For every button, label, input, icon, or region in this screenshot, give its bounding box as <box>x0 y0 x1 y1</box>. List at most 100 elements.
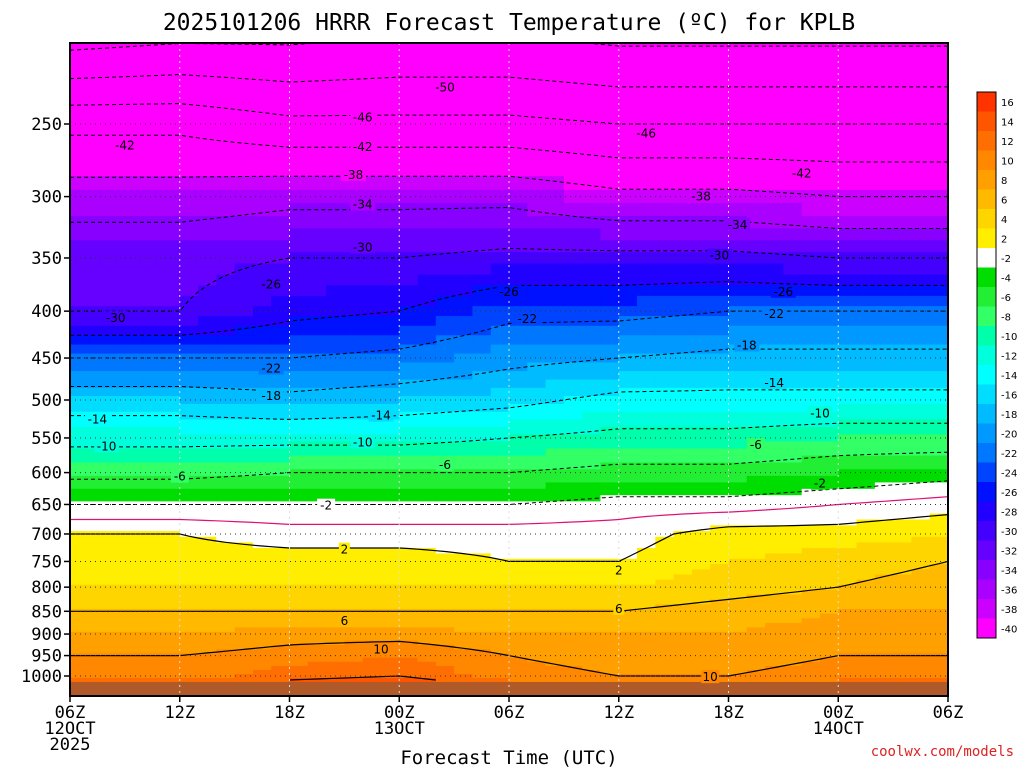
heat-cell <box>179 589 199 596</box>
heat-cell <box>326 426 345 435</box>
heat-cell <box>454 507 474 515</box>
heat-cell <box>618 379 638 389</box>
heat-cell <box>545 569 565 576</box>
heat-cell <box>856 495 876 502</box>
heat-cell <box>252 657 272 663</box>
heat-cell <box>216 203 236 217</box>
heat-cell <box>929 228 948 242</box>
heat-cell <box>70 161 89 177</box>
contour-label-bg <box>701 670 720 684</box>
heat-cell <box>380 215 400 230</box>
heat-cell <box>838 584 858 591</box>
heat-cell <box>143 644 163 650</box>
heat-cell <box>399 371 419 381</box>
heat-cell <box>307 589 327 596</box>
heat-cell <box>563 542 583 549</box>
heat-cell <box>618 677 638 683</box>
heat-cell <box>179 228 199 242</box>
heat-cell <box>88 604 108 610</box>
heat-cell <box>307 411 327 421</box>
heat-cell <box>655 558 675 565</box>
heat-cell <box>893 547 913 554</box>
heat-cell <box>252 335 272 346</box>
heat-cell <box>472 569 492 576</box>
heat-cell <box>344 495 364 502</box>
heat-cell <box>856 553 876 560</box>
heat-cell <box>819 599 839 605</box>
heat-cell <box>838 613 858 619</box>
heat-cell <box>582 189 602 204</box>
heat-cell <box>289 285 309 297</box>
heat-cell <box>838 553 858 560</box>
heat-cell <box>216 455 236 464</box>
heat-cell <box>911 240 931 253</box>
heat-cell <box>307 215 327 230</box>
heat-cell <box>691 228 711 242</box>
heat-cell <box>746 411 766 421</box>
contour-label-bg <box>761 375 787 389</box>
heat-cell <box>124 631 144 637</box>
heat-cell <box>746 599 766 605</box>
heat-cell <box>326 589 345 596</box>
heat-cell <box>307 558 327 565</box>
heat-cell <box>472 176 492 191</box>
heat-cell <box>344 325 364 336</box>
heat-cell <box>728 240 748 253</box>
heat-cell <box>252 131 272 148</box>
heat-cell <box>454 665 474 671</box>
heat-cell <box>161 519 181 526</box>
heat-cell <box>362 631 382 637</box>
heat-cell <box>70 525 89 532</box>
heat-cell <box>106 547 126 554</box>
heat-cell <box>655 469 675 477</box>
heat-cell <box>362 455 382 464</box>
heat-cell <box>326 81 345 100</box>
heat-cell <box>380 387 400 397</box>
heat-cell <box>472 462 492 470</box>
heat-cell <box>234 379 254 389</box>
heat-cell <box>179 547 199 554</box>
heat-cell <box>710 525 730 532</box>
heat-cell <box>234 353 254 364</box>
heat-cell <box>70 495 89 502</box>
heat-cell <box>527 379 547 389</box>
heat-cell <box>88 44 108 65</box>
heat-cell <box>143 613 163 619</box>
heat-cell <box>326 411 345 421</box>
contour-label: -46 <box>636 126 656 140</box>
heat-cell <box>472 618 492 624</box>
heat-cell <box>143 306 163 317</box>
contour-label: -22 <box>517 312 537 326</box>
heat-cell <box>655 640 675 646</box>
heat-cell <box>856 627 876 633</box>
heat-cell <box>856 316 876 327</box>
heat-cell <box>70 507 89 515</box>
heat-cell <box>783 665 803 671</box>
heat-cell <box>618 387 638 397</box>
heat-cell <box>691 613 711 619</box>
heat-cell <box>307 43 327 46</box>
heat-cell <box>655 677 675 683</box>
heat-cell <box>417 653 437 659</box>
heat-cell <box>417 525 437 532</box>
heat-cell <box>234 525 254 532</box>
heat-cell <box>691 507 711 515</box>
heat-cell <box>545 379 565 389</box>
heat-cell <box>563 636 583 642</box>
heat-cell <box>527 228 547 242</box>
heat-cell <box>710 627 730 633</box>
heat-cell <box>271 344 291 355</box>
heat-cell <box>710 469 730 477</box>
heat-cell <box>252 636 272 642</box>
heat-cell <box>380 475 400 484</box>
heat-cell <box>326 403 345 413</box>
heat-cell <box>527 161 547 177</box>
heat-cell <box>198 316 217 327</box>
heat-cell <box>600 649 620 655</box>
heat-cell <box>234 295 254 307</box>
heat-cell <box>124 574 144 581</box>
heat-cell <box>216 81 236 100</box>
heat-cell <box>801 176 821 191</box>
heat-cell <box>874 579 894 586</box>
heat-cell <box>417 622 437 628</box>
